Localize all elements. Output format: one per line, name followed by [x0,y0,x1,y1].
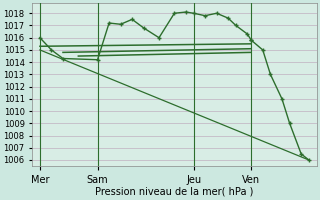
X-axis label: Pression niveau de la mer( hPa ): Pression niveau de la mer( hPa ) [95,187,253,197]
